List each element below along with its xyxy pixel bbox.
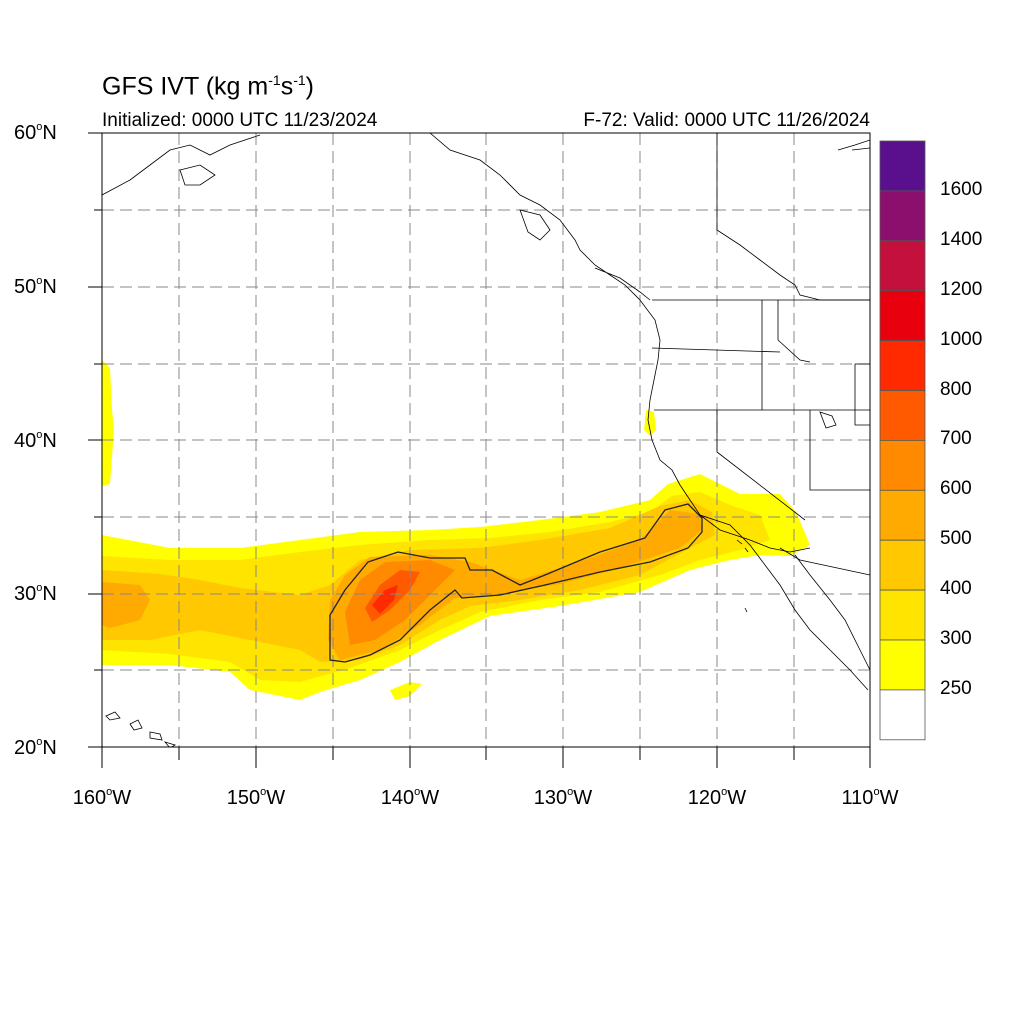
colorbar-label: 1200 bbox=[940, 278, 983, 300]
colorbar-swatch bbox=[879, 390, 926, 441]
lat-label-60n: 60oN bbox=[14, 121, 57, 144]
coastlines bbox=[102, 133, 870, 747]
colorbar-swatch bbox=[879, 190, 926, 242]
colorbar-label: 1400 bbox=[940, 228, 983, 250]
political-borders bbox=[651, 133, 871, 576]
ivt-800-shade bbox=[372, 585, 398, 614]
lon-label-130w: 130oW bbox=[533, 786, 593, 809]
colorbar-label: 250 bbox=[940, 677, 972, 699]
ivt-contour bbox=[329, 503, 703, 663]
colorbar-label: 1000 bbox=[940, 328, 983, 350]
lon-label-150w: 150oW bbox=[226, 786, 286, 809]
colorbar-label: 700 bbox=[940, 428, 972, 450]
colorbar-swatch bbox=[879, 639, 926, 691]
colorbar-swatch bbox=[879, 589, 926, 641]
colorbar-swatch bbox=[879, 340, 926, 391]
colorbar-swatch bbox=[879, 689, 926, 741]
colorbar-swatch bbox=[879, 290, 926, 342]
colorbar-label: 400 bbox=[940, 578, 972, 600]
colorbar-swatch bbox=[879, 439, 926, 491]
lon-label-110w: 110oW bbox=[841, 786, 899, 809]
axis-ticks bbox=[88, 132, 871, 768]
lat-label-20n: 20oN bbox=[14, 736, 57, 759]
colorbar bbox=[879, 140, 926, 741]
lat-label-50n: 50oN bbox=[14, 275, 57, 298]
colorbar-label: 600 bbox=[940, 478, 972, 500]
lat-label-40n: 40oN bbox=[14, 429, 57, 452]
colorbar-label: 800 bbox=[940, 378, 972, 400]
colorbar-swatch bbox=[879, 140, 926, 192]
ivt-250-shade-coast bbox=[644, 410, 656, 436]
lon-label-120w: 120oW bbox=[687, 786, 747, 809]
lon-label-140w: 140oW bbox=[380, 786, 440, 809]
valid-time: F-72: Valid: 0000 UTC 11/26/2024 bbox=[583, 110, 870, 131]
chart-title: GFS IVT (kg m-1s-1) bbox=[102, 72, 314, 101]
ivt-250-shade-north bbox=[102, 360, 114, 486]
lon-label-160w: 160oW bbox=[72, 786, 132, 809]
colorbar-label: 300 bbox=[940, 628, 972, 649]
colorbar-label: 500 bbox=[940, 528, 972, 550]
initialized-time: Initialized: 0000 UTC 11/23/2024 bbox=[102, 110, 378, 131]
colorbar-swatch bbox=[879, 240, 926, 292]
colorbar-swatch bbox=[879, 539, 926, 591]
colorbar-swatch bbox=[879, 489, 926, 541]
ivt-field bbox=[102, 360, 810, 700]
colorbar-label: 1600 bbox=[940, 178, 983, 200]
ivt-600-shade bbox=[345, 560, 455, 645]
lat-label-30n: 30oN bbox=[14, 582, 57, 605]
ivt-250-shade-south bbox=[390, 682, 422, 700]
ivt-500-shade-main bbox=[328, 510, 702, 660]
